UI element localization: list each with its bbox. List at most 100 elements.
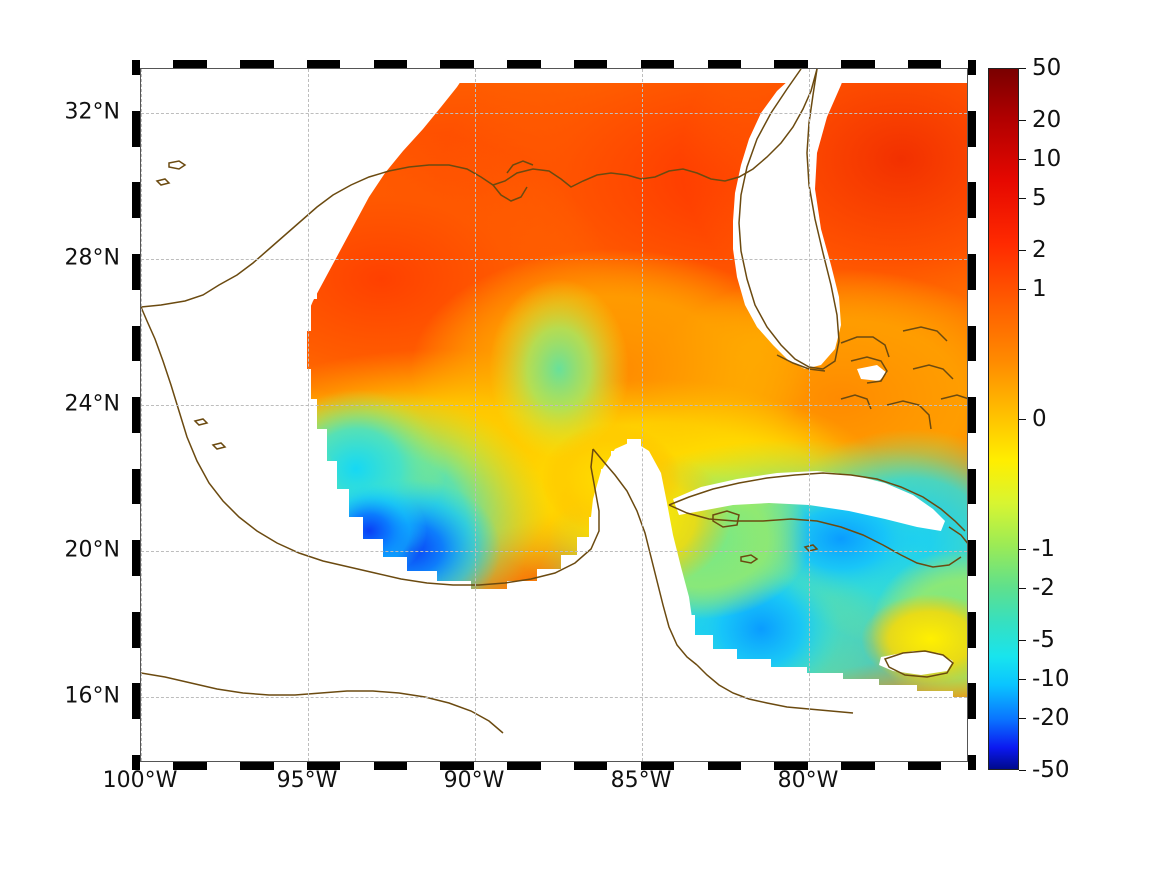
- ytick-label: 20°N: [64, 537, 120, 563]
- map-border-tile-bottom: [273, 762, 307, 770]
- map-border-tile-top: [607, 60, 641, 68]
- colorbar-tick-label: 20: [1032, 106, 1062, 133]
- map-border-tile-bottom: [874, 762, 908, 770]
- map-border-tile-bottom: [674, 762, 708, 770]
- map-plot-area[interactable]: [141, 69, 967, 761]
- ytick-label: 32°N: [64, 99, 120, 125]
- gridline-lon-95w: [308, 69, 309, 761]
- colorbar-tick-label: -10: [1032, 666, 1070, 693]
- map-border-tile-top: [540, 60, 575, 68]
- gridline-lon-85w: [642, 69, 643, 761]
- map-border-tile-right: [968, 75, 976, 111]
- map-border-tile-bottom: [340, 762, 374, 770]
- colorbar-tick: [1019, 288, 1026, 290]
- colorbar-tick: [1019, 249, 1026, 251]
- map-border-tile-right: [968, 218, 976, 254]
- colorbar-tick: [1019, 119, 1026, 121]
- map-border-tile-top: [941, 60, 968, 68]
- map-border-tile-bottom: [473, 762, 508, 770]
- xtick-label: 100°W: [102, 768, 178, 793]
- map-axes: [132, 60, 976, 770]
- map-border-tile-right: [968, 146, 976, 183]
- map-border-tile-left: [132, 361, 140, 398]
- colorbar-tick-label: -1: [1032, 536, 1055, 563]
- map-border-tile-right: [968, 647, 976, 684]
- colorbar-tick-label: 1: [1032, 275, 1047, 302]
- colorbar-tick: [1019, 588, 1026, 590]
- map-border-tile-bottom: [407, 762, 441, 770]
- map-border-tile-right: [968, 575, 976, 612]
- map-border-tile-left: [132, 218, 140, 254]
- map-border-tile-left: [132, 719, 140, 755]
- gridline-lat-16n: [141, 697, 967, 698]
- gridline-lat-32n: [141, 113, 967, 114]
- ytick-label: 24°N: [64, 391, 120, 417]
- map-border-tile-left: [132, 432, 140, 469]
- xtick-label: 90°W: [443, 768, 505, 793]
- gridline-lon-80w: [809, 69, 810, 761]
- colorbar-tick-label: -20: [1032, 705, 1070, 732]
- map-border-tile-top: [807, 60, 842, 68]
- colorbar-tick: [1019, 639, 1026, 641]
- colorbar-tick: [1019, 679, 1026, 681]
- map-border-tile-bottom: [206, 762, 241, 770]
- map-border-tile-top: [674, 60, 708, 68]
- coastline-layer: [141, 69, 967, 734]
- colorbar-tick-label: 5: [1032, 185, 1047, 212]
- gridline-lon-100w: [141, 69, 142, 761]
- map-border-tile-top: [340, 60, 374, 68]
- colorbar-tick: [1019, 770, 1026, 771]
- sst-anomaly-field: [141, 69, 967, 734]
- ytick-label: 16°N: [64, 683, 120, 709]
- colorbar-tick-label: 10: [1032, 145, 1062, 172]
- map-border-tile-left: [132, 504, 140, 541]
- colorbar-tick-label: -2: [1032, 575, 1055, 602]
- xtick-label: 95°W: [276, 768, 338, 793]
- colorbar-tick-label: 50: [1032, 55, 1062, 81]
- map-border-tile-bottom: [607, 762, 641, 770]
- map-border-tile-left: [132, 75, 140, 111]
- xtick-label: 80°W: [777, 768, 839, 793]
- colorbar-tick: [1019, 198, 1026, 200]
- xtick-label: 85°W: [610, 768, 672, 793]
- map-border-tile-top: [407, 60, 441, 68]
- colorbar-tick: [1019, 158, 1026, 160]
- colorbar-tick: [1019, 68, 1026, 69]
- map-border-tile-right: [968, 719, 976, 755]
- map-border-tile-right: [968, 504, 976, 541]
- map-border-tile-top: [273, 60, 307, 68]
- map-border-tile-bottom: [740, 762, 775, 770]
- ytick-label: 28°N: [64, 245, 120, 271]
- map-border-tile-bottom: [540, 762, 575, 770]
- map-border-tile-left: [132, 146, 140, 183]
- map-border-right: [968, 60, 976, 770]
- colorbar[interactable]: 50 20 10 5 2 1 0 -1 -2 -5 -10 -20 -50: [988, 55, 1158, 783]
- map-border-tile-left: [132, 289, 140, 326]
- colorbar-gradient[interactable]: [988, 68, 1019, 770]
- gridline-lat-28n: [141, 259, 967, 260]
- gridline-lat-20n: [141, 551, 967, 552]
- map-border-tile-right: [968, 361, 976, 398]
- colorbar-tick: [1019, 549, 1026, 551]
- map-border-tile-bottom: [140, 762, 174, 770]
- colorbar-tick-label: 0: [1032, 406, 1047, 432]
- map-border-tile-top: [140, 60, 174, 68]
- colorbar-tick-label: 2: [1032, 236, 1047, 263]
- map-border-tile-bottom: [941, 762, 968, 770]
- map-border-tile-right: [968, 432, 976, 469]
- map-border-tile-top: [874, 60, 908, 68]
- map-border-left: [132, 60, 140, 770]
- map-border-tile-top: [740, 60, 775, 68]
- colorbar-tick: [1019, 718, 1026, 720]
- map-frame: [140, 68, 968, 762]
- map-border-tile-right: [968, 289, 976, 326]
- colorbar-tick-label: -50: [1032, 757, 1070, 783]
- colorbar-tick: [1019, 419, 1026, 420]
- gridline-lon-90w: [475, 69, 476, 761]
- colorbar-tick-label: -5: [1032, 626, 1055, 653]
- anomaly-raster: [307, 83, 967, 697]
- map-border-tile-bottom: [807, 762, 842, 770]
- map-border-tile-left: [132, 647, 140, 684]
- map-border-tile-top: [473, 60, 508, 68]
